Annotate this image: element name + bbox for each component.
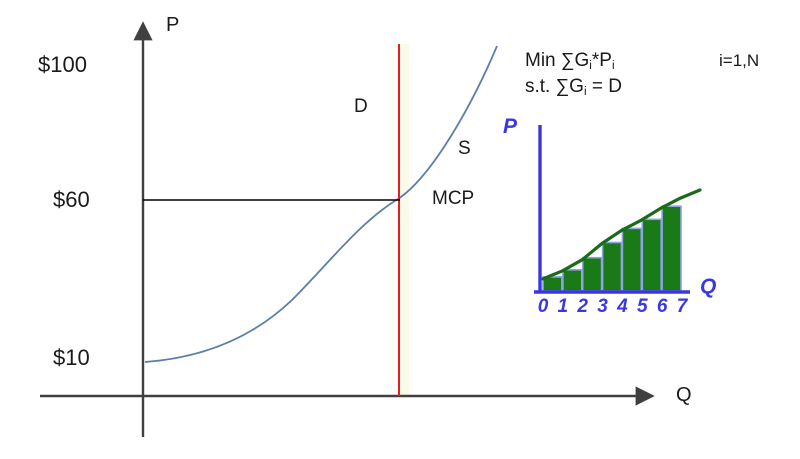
y-tick-label-60: $60 xyxy=(53,187,90,212)
constraint-st-prefix: s.t. xyxy=(525,75,556,97)
inset-tick-label: 7 xyxy=(676,296,688,317)
inset-bar xyxy=(581,256,603,292)
inset-tick-label: 1 xyxy=(557,296,569,317)
inset-bar xyxy=(661,205,682,292)
inset-tick-label: 0 xyxy=(537,296,549,317)
inset-bars xyxy=(542,205,682,292)
objective-line-1: Min ∑Gi*Pi xyxy=(525,48,622,74)
constraint-equals-d: = D xyxy=(586,75,622,97)
objective-sub-i-1: i xyxy=(589,58,592,72)
y-tick-label-10: $10 xyxy=(53,345,90,370)
inset-bar xyxy=(562,268,583,292)
inset-bar xyxy=(621,227,643,292)
inset-tick-label: 3 xyxy=(597,296,608,317)
inset-bar xyxy=(641,218,662,292)
clearing-price-label: MCP xyxy=(432,188,475,209)
constraint-sub-i: i xyxy=(583,84,587,98)
inset-x-axis-label: Q xyxy=(700,275,717,298)
objective-min-prefix: Min xyxy=(525,50,561,71)
inset-tick-label: 2 xyxy=(577,296,588,317)
supply-curve xyxy=(144,45,498,363)
objective-function: Min ∑Gi*Pi s.t. ∑Gi = D xyxy=(525,48,622,100)
demand-label: D xyxy=(354,96,368,117)
x-axis-label: Q xyxy=(676,384,692,406)
inset-tick-label: 4 xyxy=(617,296,628,317)
objective-sub-i-2: i xyxy=(611,58,615,72)
index-range-label: i=1,N xyxy=(719,51,760,70)
inset-y-axis-label: P xyxy=(503,115,518,138)
inset-bar xyxy=(601,241,623,292)
objective-sum-g: ∑G xyxy=(560,50,590,71)
inset-tick-label: 5 xyxy=(636,296,648,317)
inset-tick-label: 6 xyxy=(656,296,668,317)
price-band xyxy=(400,44,409,396)
objective-times-p: *P xyxy=(591,50,612,71)
objective-line-2: s.t. ∑Gi = D xyxy=(525,74,622,100)
supply-label: S xyxy=(458,138,471,159)
y-tick-label-100: $100 xyxy=(38,52,87,77)
inset-trend-line xyxy=(541,188,702,281)
y-axis-label: P xyxy=(166,14,180,36)
constraint-sum-g: ∑G xyxy=(555,75,584,97)
